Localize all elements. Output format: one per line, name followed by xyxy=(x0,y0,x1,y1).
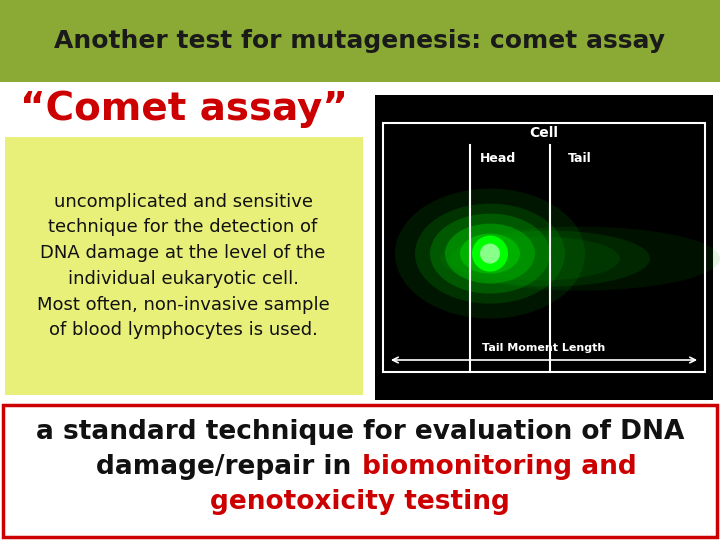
Text: Cell: Cell xyxy=(529,126,559,140)
Text: Head: Head xyxy=(480,152,516,165)
Text: Tail: Tail xyxy=(568,152,592,165)
Bar xyxy=(0,0,720,82)
Circle shape xyxy=(480,244,500,264)
Bar xyxy=(0,82,720,402)
Text: a standard technique for evaluation of DNA: a standard technique for evaluation of D… xyxy=(36,419,684,445)
Text: uncomplicated and sensitive
technique for the detection of
DNA damage at the lev: uncomplicated and sensitive technique fo… xyxy=(37,193,329,339)
Ellipse shape xyxy=(430,214,550,294)
Text: Another test for mutagenesis: comet assay: Another test for mutagenesis: comet assa… xyxy=(55,29,665,53)
Ellipse shape xyxy=(440,227,720,291)
Circle shape xyxy=(472,235,508,272)
Ellipse shape xyxy=(415,204,565,303)
Text: “Comet assay”: “Comet assay” xyxy=(20,90,348,128)
Bar xyxy=(375,95,713,400)
Bar xyxy=(5,137,363,395)
Text: damage/repair in: damage/repair in xyxy=(96,454,360,480)
Ellipse shape xyxy=(460,237,620,281)
Text: genotoxicity testing: genotoxicity testing xyxy=(210,489,510,515)
Bar xyxy=(383,123,705,372)
Text: biomonitoring and: biomonitoring and xyxy=(362,454,636,480)
Ellipse shape xyxy=(460,234,520,274)
Text: Tail Moment Length: Tail Moment Length xyxy=(482,343,606,353)
Bar xyxy=(3,405,717,537)
Ellipse shape xyxy=(395,188,585,319)
Ellipse shape xyxy=(450,231,650,287)
Ellipse shape xyxy=(445,224,535,284)
